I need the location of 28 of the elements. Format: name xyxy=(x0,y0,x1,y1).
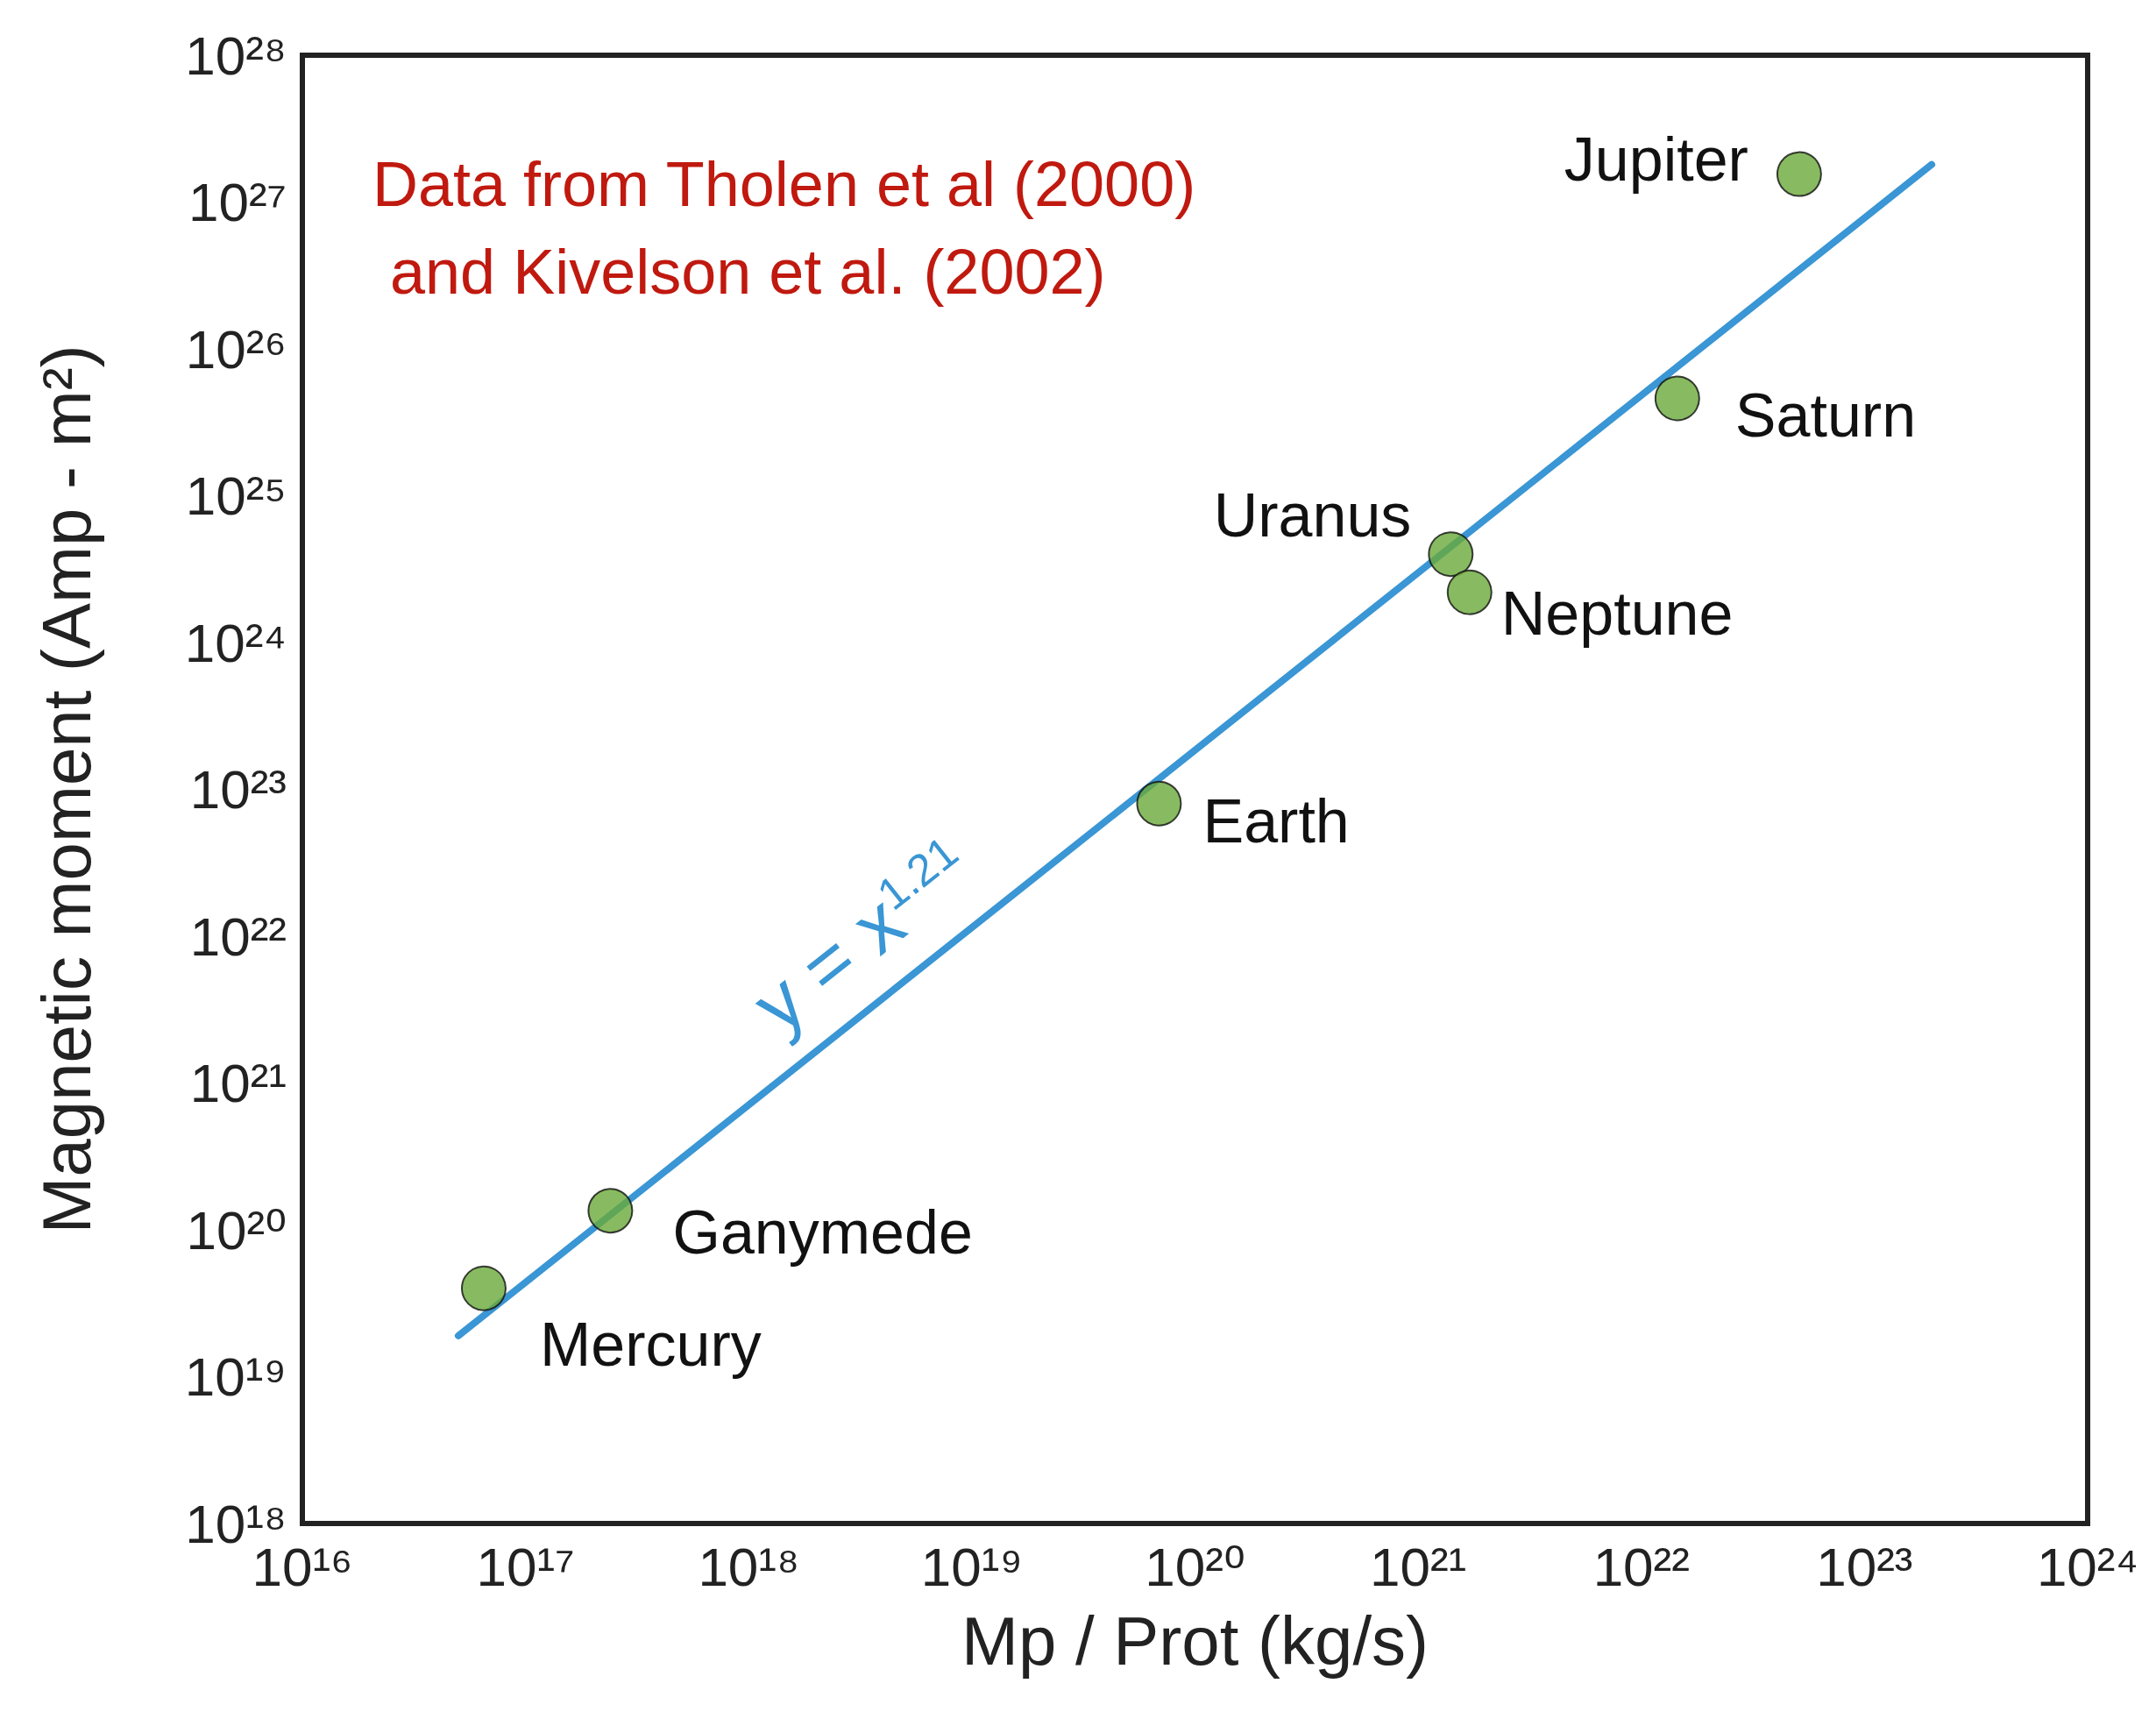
x-axis-title: Mp / Prot (kg/s) xyxy=(961,1602,1429,1680)
annotation: Mercury xyxy=(539,1310,762,1379)
y-tick-label: 10²⁴ xyxy=(184,612,287,673)
x-tick-label: 10¹⁷ xyxy=(476,1536,575,1597)
annotation: Data from Tholen et al (2000) and Kivelson et al. (2002) xyxy=(372,149,1196,307)
x-tick-label: 10²⁰ xyxy=(1145,1536,1245,1597)
y-tick-label: 10²¹ xyxy=(189,1053,287,1113)
annotation: Earth xyxy=(1202,786,1350,856)
annotation: Saturn xyxy=(1734,381,1917,451)
y-tick-label: 10²³ xyxy=(189,759,287,820)
annotation: Neptune xyxy=(1500,579,1734,648)
x-tick-label: 10²³ xyxy=(1816,1536,1913,1597)
y-axis-title: Magnetic moment (Amp - m²) xyxy=(28,344,105,1234)
y-tick-label: 10¹⁹ xyxy=(184,1346,287,1407)
annotation: Ganymede xyxy=(672,1198,973,1268)
y-tick-label: 10²⁶ xyxy=(185,318,287,380)
y-tick-label: 10²⁰ xyxy=(186,1199,287,1261)
y-tick-label: 10²⁵ xyxy=(185,465,287,526)
x-tick-label: 10¹⁸ xyxy=(698,1536,800,1597)
y-tick-label: 10²² xyxy=(189,906,287,967)
y-tick-label: 10²⁷ xyxy=(188,172,287,232)
y-tick-label: 10²⁸ xyxy=(185,25,287,86)
x-tick-label: 10¹⁹ xyxy=(920,1536,1023,1597)
x-tick-label: 10²⁴ xyxy=(2036,1536,2139,1597)
annotation: Uranus xyxy=(1213,481,1412,550)
x-tick-label: 10²¹ xyxy=(1369,1536,1467,1597)
annotation: Jupiter xyxy=(1564,124,1748,194)
x-tick-label: 10²² xyxy=(1592,1536,1690,1597)
